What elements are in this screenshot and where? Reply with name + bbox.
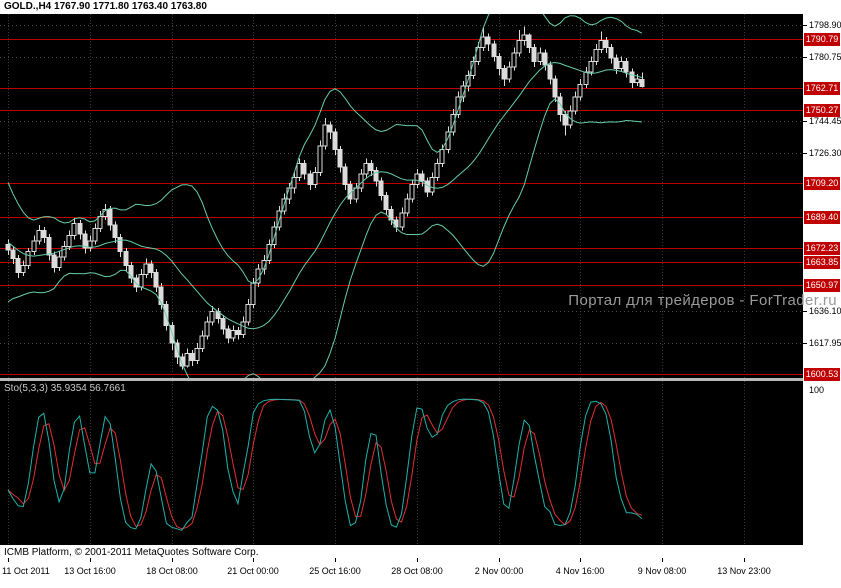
price-line-badge: 1750.27 <box>804 104 840 117</box>
price-axis-label: 1780.75 <box>809 52 841 62</box>
time-axis-tick <box>580 558 581 562</box>
stochastic-label: Sto(5,3,3) 35.9354 56.7661 <box>4 383 126 394</box>
time-axis-tick <box>744 558 745 562</box>
price-axis-tick <box>803 311 807 312</box>
price-line-badge: 1650.97 <box>804 279 840 292</box>
stochastic-canvas[interactable] <box>0 381 803 545</box>
time-axis-label: 4 Nov 16:00 <box>555 566 605 576</box>
time-axis-tick <box>8 558 9 562</box>
time-axis-tick <box>90 558 91 562</box>
price-line-badge: 1672.23 <box>804 242 840 255</box>
time-axis-tick <box>253 558 254 562</box>
time-axis-label: 2 Nov 00:00 <box>474 566 524 576</box>
price-axis-tick <box>803 121 807 122</box>
time-axis-label: 21 Oct 00:00 <box>227 566 279 576</box>
time-axis-tick <box>662 558 663 562</box>
time-axis-label: 25 Oct 16:00 <box>309 566 361 576</box>
price-line-badge: 1689.40 <box>804 211 840 224</box>
price-line-badge: 1663.85 <box>804 256 840 269</box>
panel-splitter[interactable] <box>0 378 841 381</box>
main-chart-canvas[interactable] <box>0 14 803 378</box>
time-axis-tick <box>499 558 500 562</box>
time-axis-label: 28 Oct 08:00 <box>391 566 443 576</box>
time-axis-label: 18 Oct 08:00 <box>146 566 198 576</box>
price-line-badge: 1600.53 <box>804 368 840 381</box>
price-axis-tick <box>803 57 807 58</box>
price-axis-label: 1636.10 <box>809 306 841 316</box>
price-line-badge: 1790.79 <box>804 33 840 46</box>
time-axis-label: 9 Nov 08:00 <box>637 566 687 576</box>
time-axis-tick <box>172 558 173 562</box>
price-axis[interactable]: 1798.90 1780.75 1744.45 1726.30 1636.10 1617.… <box>803 0 841 558</box>
price-axis-label: 1744.45 <box>809 116 841 126</box>
main-chart-panel[interactable] <box>0 14 803 378</box>
chart-title-ohlc: GOLD.,H4 1767.90 1771.80 1763.40 1763.80 <box>4 1 207 12</box>
time-axis-tick <box>335 558 336 562</box>
price-axis-label: 1617.95 <box>809 338 841 348</box>
time-axis-label: 13 Oct 16:00 <box>64 566 116 576</box>
stochastic-panel[interactable]: Sto(5,3,3) 35.9354 56.7661 <box>0 381 803 545</box>
price-axis-tick <box>803 25 807 26</box>
copyright-text: ICMB Platform, © 2001-2011 MetaQuotes So… <box>4 547 259 558</box>
price-line-badge: 1709.20 <box>804 177 840 190</box>
price-axis-tick <box>803 343 807 344</box>
price-line-badge: 1762.71 <box>804 82 840 95</box>
price-axis-label: 1726.30 <box>809 148 841 158</box>
time-axis[interactable]: 11 Oct 2011 13 Oct 16:00 18 Oct 08:00 21 Oc… <box>0 558 841 588</box>
price-axis-tick <box>803 153 807 154</box>
time-axis-label: 13 Nov 23:00 <box>717 566 771 576</box>
sto-axis-label: 100 <box>809 385 825 395</box>
time-axis-label: 11 Oct 2011 <box>2 566 50 576</box>
time-axis-tick <box>417 558 418 562</box>
price-axis-label: 1798.90 <box>809 20 841 30</box>
